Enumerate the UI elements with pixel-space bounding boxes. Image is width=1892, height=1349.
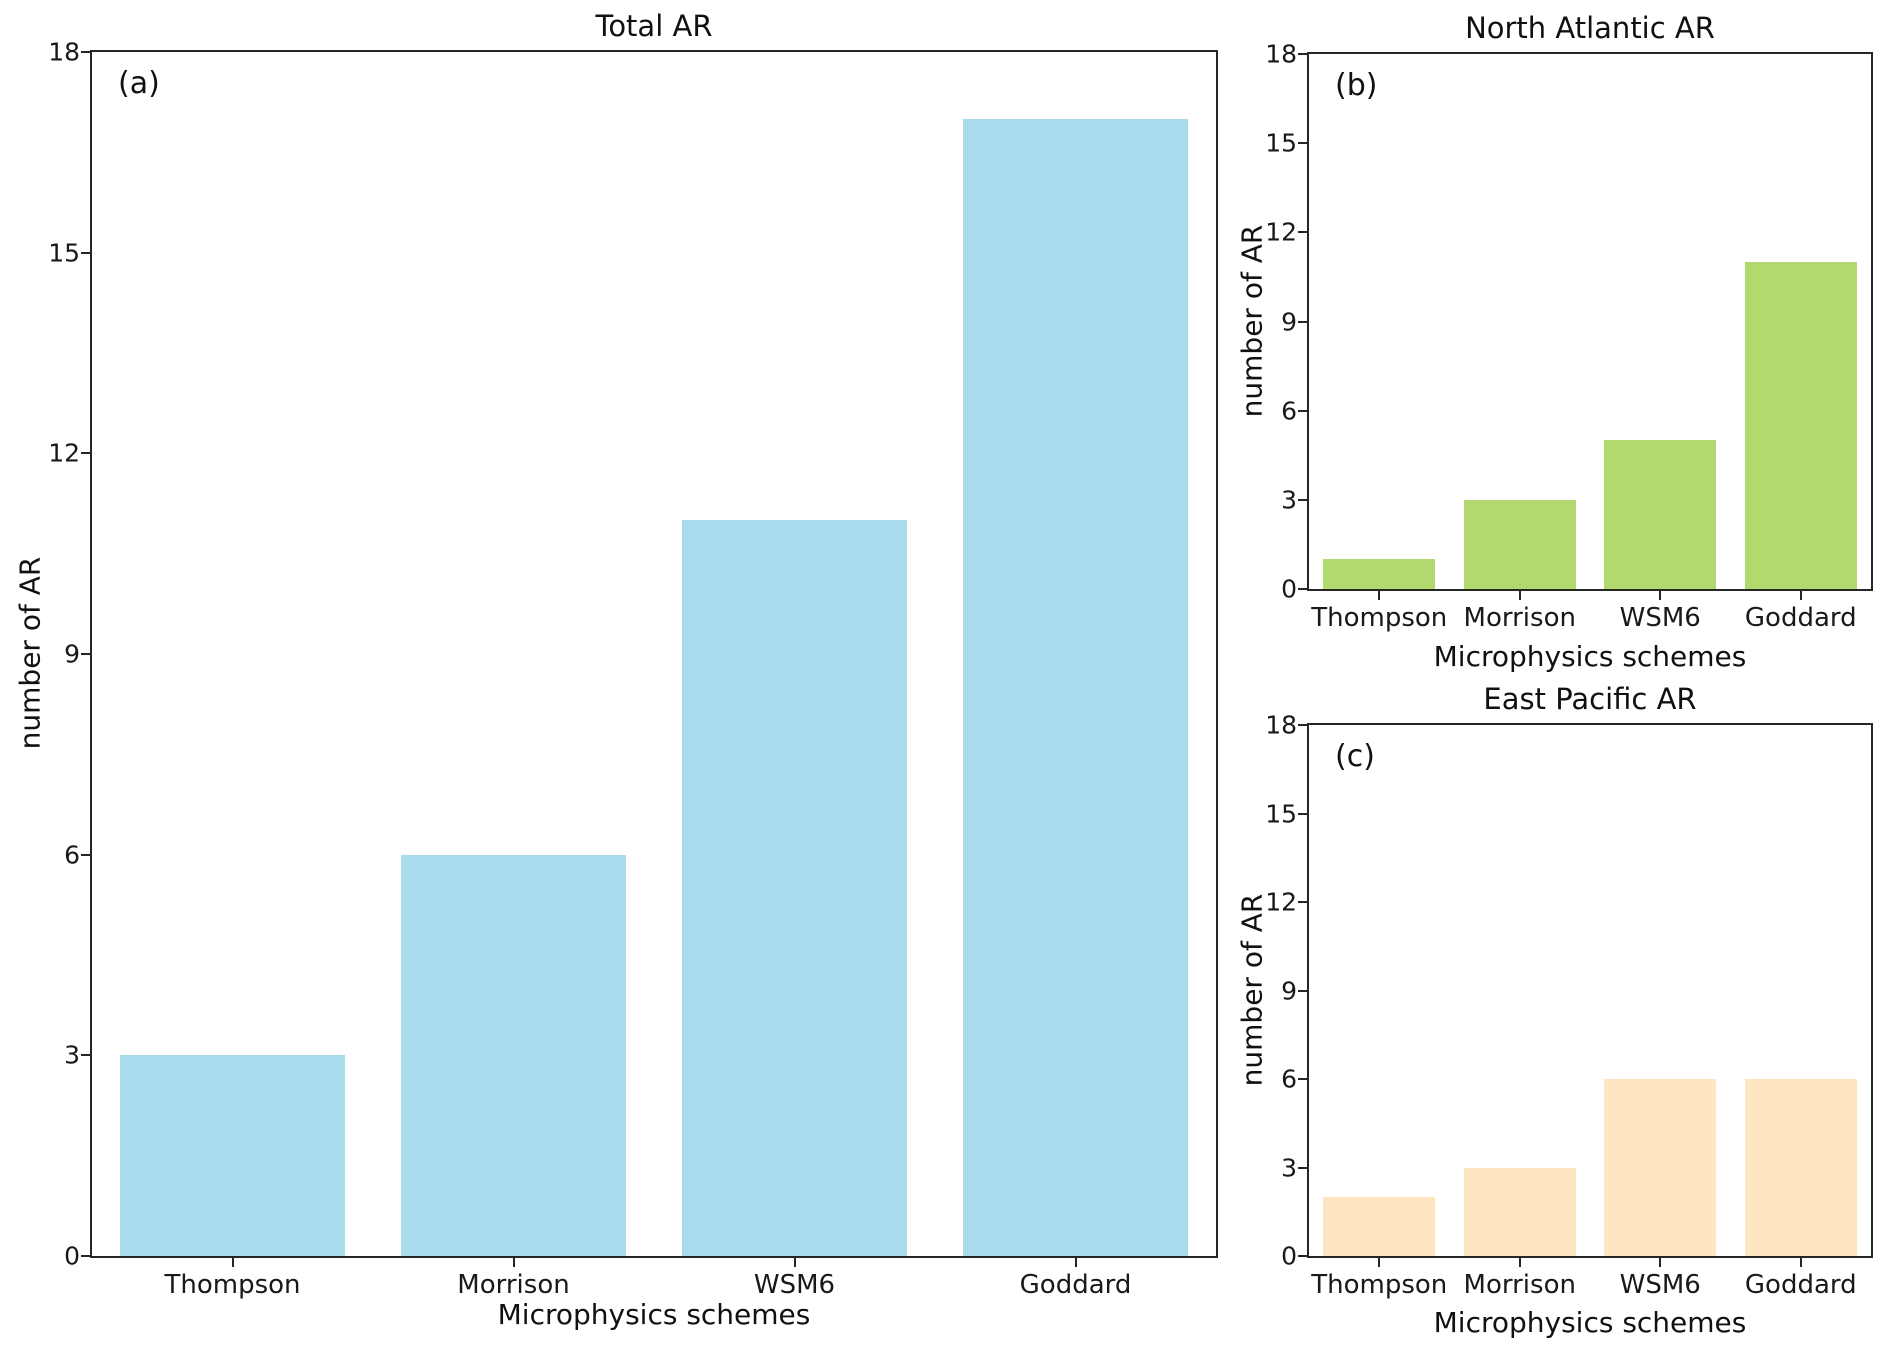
x-tick-mark [512,1258,515,1267]
x-tick-mark [793,1258,796,1267]
chart-title-total-ar: Total AR [595,9,713,43]
y-tick-mark [1298,409,1307,412]
y-axis-label-north-atlantic-ar: number of AR [1235,224,1269,418]
y-tick-label: 6 [1281,1064,1297,1094]
y-tick-label: 9 [1281,307,1297,336]
y-tick-mark [1298,1166,1307,1169]
y-tick-mark [81,1255,90,1257]
y-tick-mark [1298,989,1307,992]
bar-thompson [120,1055,345,1256]
y-tick-mark [81,653,90,655]
x-tick-label-thompson: Thompson [1311,603,1448,633]
y-tick-label: 0 [1281,1241,1297,1271]
y-tick-mark [1298,142,1307,145]
y-tick-label: 18 [48,37,80,67]
bar-goddard [1744,262,1857,589]
y-tick-label: 0 [64,1241,80,1271]
y-tick-label: 12 [48,438,80,468]
y-tick-label: 3 [1281,1153,1297,1182]
plot-area-north-atlantic-ar: (b) 0 3 6 9 12 15 18 Thompson Morrison WSM6 Goddar… [1265,42,1873,633]
y-tick-label: 6 [1281,396,1297,426]
panel-letter-c: (c) [1335,739,1375,774]
x-tick-label-morrison: Morrison [457,1270,570,1300]
x-tick-label-thompson: Thompson [164,1270,301,1300]
x-axis-label-total-ar: Microphysics schemes [497,1298,811,1331]
y-tick-label: 9 [1281,976,1297,1005]
x-tick-mark [1518,1258,1521,1267]
y-tick-label: 3 [64,1040,80,1070]
y-tick-mark [1298,1255,1307,1257]
y-tick-mark [1298,231,1307,234]
y-axis-label-east-pacific-ar: number of AR [1235,893,1269,1087]
y-tick-label: 15 [1265,128,1297,158]
x-tick-mark [1659,591,1662,600]
x-tick-label-wsm6: WSM6 [1619,603,1701,633]
bar-morrison [401,854,626,1256]
x-tick-mark [231,1258,234,1267]
x-tick-mark [1799,1258,1802,1267]
bar-wsm6 [682,520,907,1256]
y-tick-label: 12 [1265,217,1297,247]
y-tick-label: 6 [64,840,80,870]
y-tick-mark [1298,812,1307,815]
bar-morrison [1463,1167,1576,1256]
x-tick-mark [1378,1258,1381,1267]
y-tick-mark [81,251,90,254]
x-tick-label-wsm6: WSM6 [753,1270,836,1300]
y-tick-mark [81,853,90,856]
x-tick-label-morrison: Morrison [1463,1270,1576,1300]
x-axis-label-east-pacific-ar: Microphysics schemes [1433,1306,1747,1339]
x-tick-label-goddard: Goddard [1744,1270,1857,1300]
x-tick-label-wsm6: WSM6 [1619,1270,1701,1300]
panel-letter-b: (b) [1335,68,1378,103]
y-tick-mark [81,51,90,53]
y-tick-mark [1298,498,1307,501]
x-tick-mark [1518,591,1521,600]
x-tick-mark [1799,591,1802,600]
x-tick-label-goddard: Goddard [1744,603,1857,633]
bar-thompson [1323,559,1436,589]
panel-letter-a: (a) [118,66,160,101]
y-tick-label: 0 [1281,574,1297,604]
bar-goddard [963,118,1188,1256]
y-tick-label: 15 [48,238,80,268]
plot-area-east-pacific-ar: (c) 0 3 6 9 12 15 18 Thompson Morrison WSM6 Goddar… [1265,713,1873,1300]
y-tick-mark [1298,1078,1307,1080]
x-tick-mark [1659,1258,1662,1267]
y-tick-label: 9 [64,639,80,669]
x-tick-mark [1074,1258,1077,1267]
y-tick-mark [1298,901,1307,903]
y-tick-label: 12 [1265,887,1297,917]
x-tick-label-thompson: Thompson [1311,1270,1448,1300]
y-tick-mark [81,1054,90,1057]
y-tick-mark [1298,53,1307,55]
y-tick-label: 18 [1265,39,1297,69]
x-tick-label-goddard: Goddard [1019,1270,1132,1300]
y-tick-mark [81,452,90,455]
bar-thompson [1323,1197,1436,1256]
bar-morrison [1463,499,1576,589]
chart-title-north-atlantic-ar: North Atlantic AR [1465,11,1715,45]
y-tick-mark [1298,588,1307,590]
x-axis-label-north-atlantic-ar: Microphysics schemes [1433,640,1747,673]
bar-goddard [1744,1079,1857,1256]
y-tick-mark [1298,320,1307,323]
x-tick-mark [1378,591,1381,600]
y-axis-label-total-ar: number of AR [13,556,47,750]
x-tick-label-morrison: Morrison [1463,603,1576,633]
y-tick-label: 18 [1265,710,1297,740]
y-tick-label: 3 [1281,485,1297,515]
chart-title-east-pacific-ar: East Pacific AR [1483,682,1697,716]
plot-area-total-ar: (a) 0 3 6 9 12 15 18 Thompson Morrison WSM6 Goddar… [48,40,1218,1300]
bar-wsm6 [1604,440,1717,589]
y-tick-label: 15 [1265,799,1297,828]
bar-wsm6 [1604,1079,1717,1256]
y-tick-mark [1298,724,1307,726]
